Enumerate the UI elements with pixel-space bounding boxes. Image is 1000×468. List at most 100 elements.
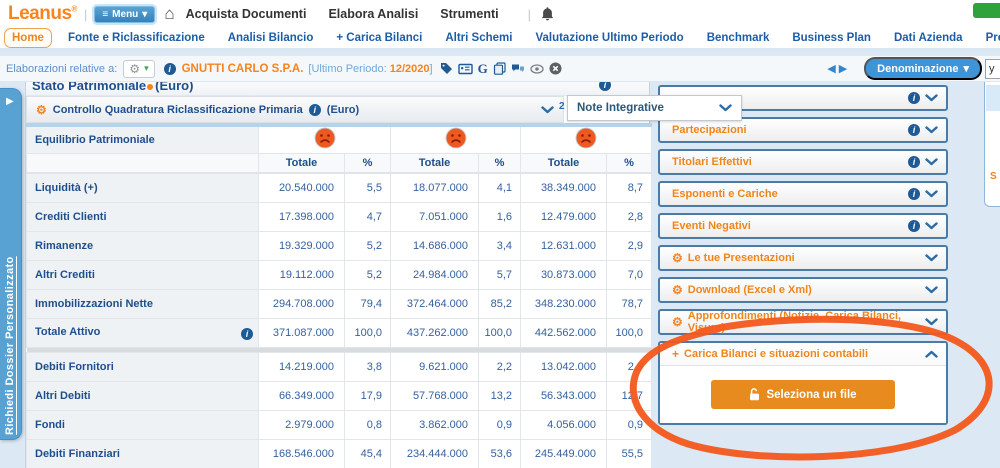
column-header: % (606, 152, 652, 174)
chevron-down-icon (719, 104, 732, 112)
tab-presentazione[interactable]: Presentazione (985, 32, 1000, 44)
panel-carica-bilanci-e-situazioni-contabili: + Carica Bilanci e situazioni contabili … (658, 341, 948, 425)
table-row-rimanenze: Rimanenze 19.329.000 5,2 14.686.000 3,4 … (26, 230, 652, 261)
bell-icon[interactable] (540, 6, 555, 22)
panel-header[interactable]: Esponenti e Cariche i (660, 183, 946, 205)
hamburger-icon: ≡ (102, 8, 109, 20)
search-input[interactable] (985, 58, 1000, 79)
cell-pct-1: 5,2 (344, 259, 391, 290)
info-icon[interactable]: i (599, 79, 611, 91)
panel-header[interactable]: ⚙ Le tue Presentazioni (660, 247, 946, 269)
tab-analisi-bilancio[interactable]: Analisi Bilancio (227, 32, 314, 44)
table-row-debiti-fornitori: Debiti Fornitori 14.219.000 3,8 9.621.00… (26, 351, 652, 382)
cell-totale-1: 20.540.000 (258, 172, 345, 203)
tab-bar: Home Fonte e Riclassificazione Analisi Bil… (0, 28, 1000, 52)
chevron-down-icon (925, 158, 938, 166)
row-label: Rimanenze (26, 230, 259, 261)
chevron-down-icon (925, 286, 938, 294)
leanus-logo[interactable]: Leanus® (8, 3, 77, 24)
green-status-indicator[interactable] (973, 3, 1000, 18)
home-icon[interactable]: ⌂ (164, 4, 175, 23)
note-integrative-select[interactable]: Note Integrative (567, 95, 742, 121)
menu-button[interactable]: ≡ Menu ▾ (94, 5, 156, 23)
cell-totale-1: 168.546.000 (258, 438, 345, 468)
panel-header[interactable]: Partecipazioni i (660, 119, 946, 141)
pager-arrows[interactable]: ◀▶ (827, 63, 851, 75)
cell-pct-2: 53,6 (478, 438, 521, 468)
topbar-link-elabora-analisi[interactable]: Elabora Analisi (328, 7, 419, 21)
cell-pct-2: 2,2 (478, 351, 521, 382)
info-icon[interactable]: i (308, 103, 321, 116)
topbar-link-acquista-documenti[interactable]: Acquista Documenti (185, 7, 307, 21)
tab-benchmark[interactable]: Benchmark (706, 32, 770, 44)
cell-totale-1: 66.349.000 (258, 380, 345, 411)
orange-marker-icon (147, 84, 154, 90)
column-header: % (478, 152, 521, 174)
expand-arrow-icon: ▶ (6, 96, 14, 107)
panel-title: Esponenti e Cariche (672, 188, 778, 200)
chevron-down-icon (925, 94, 938, 102)
tab-home[interactable]: Home (4, 28, 52, 48)
right-accordion-column: i Partecipazioni i Titolari Effettivi i … (658, 85, 948, 431)
chevron-down-icon (925, 254, 938, 262)
info-icon[interactable]: i (241, 327, 253, 340)
column-header: % (344, 152, 391, 174)
info-icon[interactable]: i (163, 62, 176, 75)
cell-totale-1: 294.708.000 (258, 288, 345, 319)
chat-icon[interactable] (511, 63, 525, 74)
settings-dropdown-button[interactable]: ⚙ ▾ (123, 59, 155, 78)
sidebar-tab-label: Richiedi Dossier Personalizzato (4, 256, 16, 435)
panel-header[interactable]: ⚙ Download (Excel e Xml) (660, 279, 946, 301)
tab-altri-schemi[interactable]: Altri Schemi (445, 32, 513, 44)
cell-totale-2: 437.262.000 (390, 317, 479, 348)
sort-dropdown[interactable]: Denominazione ▾ (864, 57, 982, 80)
chevron-down-icon (925, 222, 938, 230)
eye-icon[interactable] (530, 63, 544, 74)
cell-totale-1: 17.398.000 (258, 201, 345, 232)
panel-header[interactable]: ⚙ Approfondimenti (Notizie, Carica Bilan… (660, 310, 946, 334)
cell-totale-3: 12.631.000 (520, 230, 607, 261)
tab-valutazione-ultimo-periodo[interactable]: Valutazione Ultimo Periodo (535, 32, 684, 44)
cell-pct-2: 100,0 (478, 317, 521, 348)
cell-pct-1: 79,4 (344, 288, 391, 319)
panel-header[interactable]: Titolari Effettivi i (660, 151, 946, 173)
copy-icon[interactable] (493, 62, 506, 75)
panel-eventi-negativi: Eventi Negativi i (658, 213, 948, 239)
cell-pct-3: 78,7 (606, 288, 652, 319)
topbar-link-strumenti[interactable]: Strumenti (440, 7, 499, 21)
separator: | (83, 6, 88, 22)
row-label: Crediti Clienti (26, 201, 259, 232)
info-icon[interactable]: i (908, 220, 920, 232)
tab-dati-azienda[interactable]: Dati Azienda (893, 32, 963, 44)
row-label: i Totale Attivo (26, 317, 259, 348)
row-label: Altri Debiti (26, 380, 259, 411)
google-icon[interactable]: G (477, 60, 488, 76)
company-name[interactable]: GNUTTI CARLO S.P.A. (181, 62, 304, 75)
tab-carica-bilanci[interactable]: + Carica Bilanci (336, 32, 423, 44)
cell-pct-3: 2,8 (606, 201, 652, 232)
table-row-debiti-finanziari: Debiti Finanziari 168.546.000 45,4 234.4… (26, 438, 652, 468)
period-text: [Ultimo Periodo: 12/2020] (308, 62, 433, 75)
column-header: Totale (258, 152, 345, 174)
tabs: Home Fonte e Riclassificazione Analisi Bil… (0, 28, 1000, 48)
tab-fonte-e-riclassificazione[interactable]: Fonte e Riclassificazione (67, 32, 205, 44)
id-card-icon[interactable] (457, 63, 473, 75)
caret-down-icon: ▾ (963, 63, 969, 75)
cell-totale-1: 19.329.000 (258, 230, 345, 261)
info-icon[interactable]: i (908, 124, 920, 136)
panel-header[interactable]: Eventi Negativi i (660, 215, 946, 237)
info-icon[interactable]: i (908, 156, 920, 168)
select-file-button[interactable]: Seleziona un file (711, 380, 895, 409)
cell-pct-3: 2,9 (606, 230, 652, 261)
sidebar-tab-richiedi-dossier[interactable]: ▶ Richiedi Dossier Personalizzato (0, 88, 22, 440)
tag-icon[interactable] (440, 62, 453, 75)
info-icon[interactable]: i (908, 92, 920, 104)
cell-pct-2: 3,4 (478, 230, 521, 261)
tab-business-plan[interactable]: Business Plan (792, 32, 871, 44)
controllo-quadratura-bar[interactable]: ⚙ Controllo Quadratura Riclassificazione… (26, 96, 564, 123)
remove-icon[interactable] (549, 62, 562, 75)
info-icon[interactable]: i (908, 188, 920, 200)
panel-header[interactable]: + Carica Bilanci e situazioni contabili (660, 343, 946, 365)
panel-header[interactable]: i (660, 87, 946, 109)
panel-title: Le tue Presentazioni (687, 252, 795, 264)
